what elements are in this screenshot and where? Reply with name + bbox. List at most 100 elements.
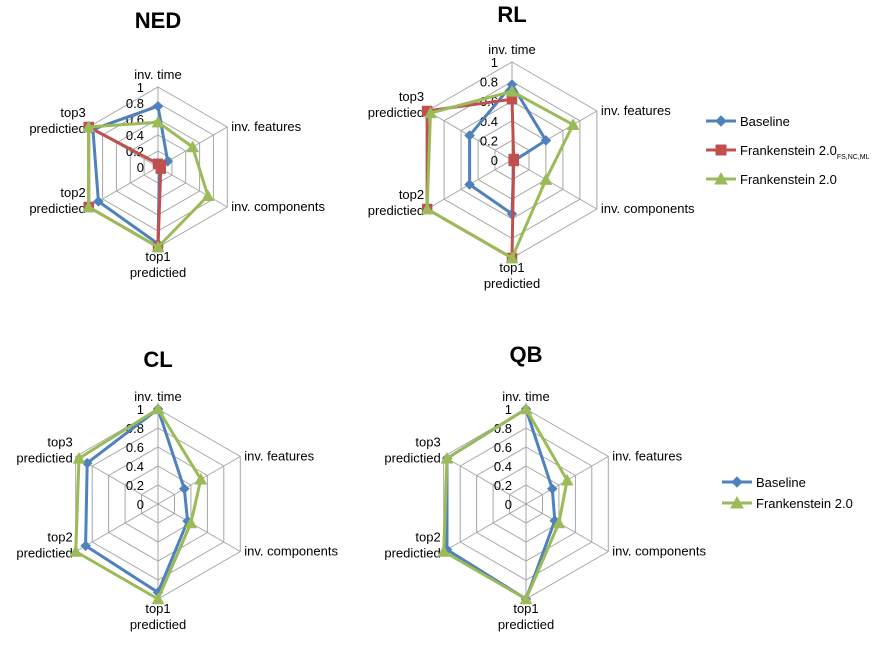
legend-swatch-marker (715, 144, 727, 156)
cl-axis-label: inv. components (244, 544, 338, 559)
cl-chart-title: CL (143, 347, 172, 372)
cl-tick-label: 1 (137, 402, 144, 417)
rl-tick-label: 0.8 (480, 75, 498, 90)
cl-data-point (80, 540, 91, 552)
ned-tick-label: 0.4 (126, 128, 144, 143)
legend-entry-label: Baseline (740, 114, 790, 129)
legend-entry-name: Frankenstein 2.0 (756, 496, 853, 511)
qb-spoke (525, 503, 609, 552)
ned-data-point (82, 200, 96, 213)
cl-data-point (69, 544, 83, 557)
legend-swatch-marker (715, 115, 727, 127)
cl-tick-label: 0.6 (126, 440, 144, 455)
rl-axis-label: inv. components (601, 201, 695, 216)
legend-entry-name: Baseline (756, 475, 806, 490)
cl-axis-label-line: top2 (47, 530, 72, 545)
rl-axis-label-line: top2 (399, 187, 424, 202)
ned-axis-label: top3 predictied (29, 105, 85, 136)
cl-axis-label-line: inv. time (134, 389, 181, 404)
qb-axis-label: inv. components (612, 544, 706, 559)
legend-swatch-marker (730, 495, 744, 509)
qb-data-point (440, 451, 454, 464)
ned-data-point (152, 100, 164, 112)
ned-axis-label-line: inv. features (231, 119, 301, 134)
cl-spoke (75, 503, 159, 552)
rl-axis-label-line: predictied (484, 276, 540, 291)
ned-axis-label-line: predictied (130, 265, 186, 280)
legend-entry-label: Frankenstein 2.0FS,NC,ML (740, 143, 870, 161)
rl-tick-label: 0.2 (480, 133, 498, 148)
legend-entry-name: Frankenstein 2.0 (740, 172, 837, 187)
qb-data-point (519, 592, 533, 605)
qb-data-point (546, 483, 558, 495)
rl-data-point (505, 84, 519, 97)
ned-data-point (151, 240, 165, 253)
cl-data-point (178, 483, 190, 495)
qb-axis-label: inv. time (502, 389, 549, 404)
legend-entry-label: Frankenstein 2.0 (740, 172, 837, 187)
ned-tick-label: 1 (137, 80, 144, 95)
ned-data-point (162, 156, 174, 167)
qb-axis-label: top3 predictied (384, 435, 440, 466)
rl-data-point (505, 251, 519, 264)
rl-data-point (420, 202, 434, 215)
qb-axis-label-line: predictied (498, 617, 554, 632)
qb-chart-title: QB (510, 342, 543, 367)
ned-data-point (155, 163, 167, 174)
legend-bottom: Baseline Frankenstein 2.0 (722, 475, 853, 511)
cl-axis-label-line: inv. components (244, 544, 338, 559)
rl-axis-label: top2 predictied (368, 187, 424, 218)
legend-entry-name: Frankenstein 2.0 (740, 143, 837, 158)
qb-axis-label-line: inv. time (502, 389, 549, 404)
qb-axis-label: top1 predictied (498, 601, 554, 632)
cl-axis-label-line: predictied (16, 451, 72, 466)
cl-axis-label-line: predictied (16, 546, 72, 561)
ned-data-point (186, 140, 200, 153)
rl-chart-title: RL (497, 2, 526, 27)
cl-axis-label: top3 predictied (16, 435, 72, 466)
qb-axis-label-line: top2 (415, 530, 440, 545)
qb-data-point (560, 473, 574, 486)
qb-tick-label: 0 (505, 497, 512, 512)
legend-entry-subscript: FS,NC,ML (837, 154, 870, 161)
rl-series-line (425, 89, 575, 260)
ned-axis-label-line: top1 (145, 249, 170, 264)
ned-axis-label: top2 predictied (29, 185, 85, 216)
cl-data-point (194, 472, 208, 485)
rl-data-point (508, 155, 519, 167)
qb-axis-label-line: top1 (513, 601, 538, 616)
rl-data-point (539, 173, 553, 185)
ned-axis-label-line: inv. components (231, 199, 325, 214)
ned-axis-label: inv. components (231, 199, 325, 214)
rl-axis-label: top1 predictied (484, 260, 540, 291)
ned-chart-title: NED (135, 8, 181, 33)
qb-axis-label-line: inv. components (612, 544, 706, 559)
rl-tick-label: 1 (491, 55, 498, 70)
qb-axis-label-line: inv. features (612, 449, 682, 464)
ned-axis-label-line: top3 (60, 105, 85, 120)
cl-data-point (184, 516, 198, 529)
cl-axis-label: top1 predictied (130, 601, 186, 632)
legend-swatch-marker (714, 171, 728, 185)
rl-data-point (566, 118, 580, 130)
cl-tick-label: 0.4 (126, 459, 144, 474)
ned-tick-label: 0.8 (126, 96, 144, 111)
qb-data-point (519, 402, 533, 415)
ned-axis-label: top1 predictied (130, 249, 186, 280)
cl-data-point (151, 592, 165, 605)
qb-axis-label: inv. features (612, 449, 682, 464)
rl-spoke (511, 159, 598, 210)
legend-entry-name: Baseline (740, 114, 790, 129)
rl-axis-label: inv. time (488, 42, 535, 57)
cl-axis-label: inv. features (244, 449, 314, 464)
rl-data-point (464, 130, 475, 141)
ned-spoke (157, 166, 228, 208)
cl-axis-label-line: predictied (130, 617, 186, 632)
qb-tick-label: 0.4 (494, 459, 512, 474)
